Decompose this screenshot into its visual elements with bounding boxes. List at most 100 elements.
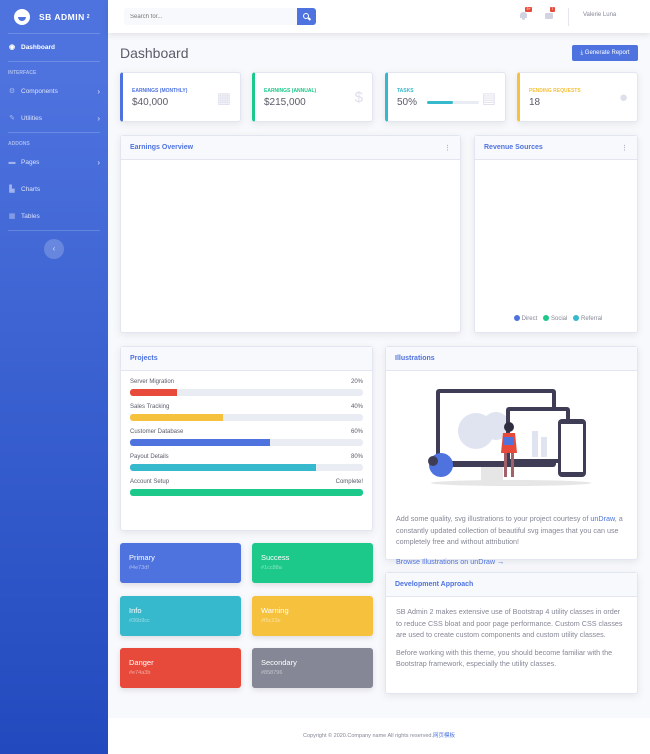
legend-label: Social <box>550 316 568 322</box>
project-name: Account Setup <box>130 479 170 485</box>
project-percent: 20% <box>350 379 363 385</box>
sidebar-item-label: Charts <box>21 186 41 193</box>
sidebar-item-label: Components <box>21 88 58 95</box>
development-paragraph: SB Admin 2 makes extensive use of Bootst… <box>396 607 623 639</box>
search-form <box>124 8 316 25</box>
footer: Copyright © 2020.Company name All rights… <box>108 718 650 754</box>
card-title: Development Approach <box>395 581 474 588</box>
generate-report-button[interactable]: ⤓ Generate Report <box>572 45 638 61</box>
development-approach-card: Development Approach SB Admin 2 makes ex… <box>385 572 638 694</box>
color-name: Danger <box>129 658 154 667</box>
messages-button[interactable]: 7 <box>545 7 555 20</box>
project-progress-fill <box>130 464 317 471</box>
color-hex: #e74a3b <box>129 670 151 676</box>
search-button[interactable] <box>297 8 316 25</box>
copyright-text: Copyright © 2020.Company name All rights… <box>302 733 433 739</box>
sidebar-item-components[interactable]: ⚙ Components › <box>0 78 108 105</box>
pie-legend: Direct Social Referral <box>475 315 637 322</box>
project-name: Payout Details <box>130 454 169 460</box>
stat-label: Tasks <box>397 88 414 94</box>
color-hex: #36b9cc <box>129 618 150 624</box>
project-percent: 60% <box>350 429 363 435</box>
more-options-icon[interactable]: ⋮ <box>621 144 628 152</box>
legend-dot <box>542 315 549 321</box>
comments-icon: ● <box>618 89 628 106</box>
chevron-right-icon: › <box>97 158 100 167</box>
color-name: Success <box>261 553 290 562</box>
folder-icon: ▬ <box>8 159 16 166</box>
color-hex: #1cc88a <box>261 565 282 571</box>
project-item: Server Migration 20% <box>130 379 363 396</box>
project-name: Customer Database <box>130 429 184 435</box>
dollar-icon: $ <box>354 89 363 106</box>
sidebar-divider <box>8 230 100 231</box>
wrench-icon: ✎ <box>9 115 15 122</box>
undraw-illustration <box>428 389 591 486</box>
bell-icon <box>520 12 527 20</box>
color-name: Primary <box>129 553 155 562</box>
cog-icon: ⚙ <box>8 88 16 95</box>
user-dropdown[interactable]: Valerie Luna <box>583 12 617 18</box>
sidebar-divider <box>8 132 100 133</box>
project-progress-bar <box>130 439 363 446</box>
legend-label: Referral <box>581 316 603 322</box>
search-input[interactable] <box>124 8 294 25</box>
sidebar-item-dashboard[interactable]: ◉ Dashboard <box>0 34 108 61</box>
brand-version: 2 <box>86 13 90 20</box>
topbar: 3+ 7 Valerie Luna <box>108 0 650 33</box>
sidebar-heading: INTERFACE <box>8 70 37 76</box>
project-progress-fill <box>130 414 224 421</box>
browse-illustrations-link[interactable]: Browse Illustrations on unDraw → <box>396 556 505 566</box>
project-progress-bar <box>130 489 363 496</box>
project-percent: 40% <box>350 404 363 410</box>
alerts-button[interactable]: 3+ <box>520 7 532 20</box>
revenue-sources-card: Revenue Sources ⋮ Direct Social Referral <box>474 135 638 333</box>
project-list: Server Migration 20% Sales Tracking 40% Cust… <box>121 379 372 496</box>
stat-value: $40,000 <box>132 97 169 108</box>
project-name: Sales Tracking <box>130 404 170 410</box>
color-card-secondary: Secondary #858796 <box>252 648 373 688</box>
more-options-icon[interactable]: ⋮ <box>444 144 451 152</box>
project-percent: 80% <box>350 454 363 460</box>
stat-card-pending-requests: Pending Requests 18 ● <box>517 72 638 122</box>
project-item: Payout Details 80% <box>130 454 363 471</box>
earnings-overview-card: Earnings Overview ⋮ <box>120 135 461 333</box>
legend-dot <box>513 315 520 321</box>
project-progress-bar <box>130 414 363 421</box>
card-title: Revenue Sources <box>484 144 543 151</box>
laugh-wink-icon <box>14 8 30 25</box>
sidebar-item-charts[interactable]: ▙ Charts <box>0 176 108 203</box>
color-hex: #f6c23e <box>261 618 281 624</box>
stat-label: Earnings (Monthly) <box>132 88 188 94</box>
color-card-info: Info #36b9cc <box>120 596 241 636</box>
envelope-icon <box>545 13 553 19</box>
sidebar-heading: ADDONS <box>8 141 30 147</box>
sidebar-item-utilities[interactable]: ✎ Utilities › <box>0 105 108 132</box>
sidebar-item-tables[interactable]: ▦ Tables <box>0 203 108 230</box>
chevron-right-icon: › <box>97 114 100 123</box>
clipboard-icon: ▤ <box>481 90 496 107</box>
undraw-link[interactable]: unDraw <box>590 514 615 523</box>
sidebar-divider <box>8 33 100 34</box>
sidebar-item-label: Tables <box>21 213 40 220</box>
projects-card: Projects Server Migration 20% Sales Tracki… <box>120 346 373 531</box>
project-percent: Complete! <box>335 479 363 485</box>
color-card-danger: Danger #e74a3b <box>120 648 241 688</box>
page-title: Dashboard <box>120 45 189 61</box>
sidebar-item-pages[interactable]: ▬ Pages › <box>0 149 108 176</box>
footer-link[interactable]: 网页模板 <box>433 733 456 739</box>
project-item: Sales Tracking 40% <box>130 404 363 421</box>
sidebar-divider <box>8 61 100 62</box>
description-text: Add some quality, svg illustrations to y… <box>396 514 591 523</box>
sidebar-toggle-button[interactable]: ‹ <box>44 239 64 259</box>
color-name: Secondary <box>261 658 297 667</box>
stat-label: Pending Requests <box>529 88 581 94</box>
color-name: Info <box>129 606 142 615</box>
color-hex: #858796 <box>261 670 283 676</box>
sidebar: SB ADMIN 2 ◉ Dashboard INTERFACE ⚙ Componen… <box>0 0 108 754</box>
color-card-primary: Primary #4e73df <box>120 543 241 583</box>
brand-link[interactable]: SB ADMIN 2 <box>0 0 108 33</box>
stat-value: $215,000 <box>264 97 306 108</box>
topbar-divider <box>568 8 569 26</box>
stat-card-earnings-annual: Earnings (Annual) $215,000 $ <box>252 72 373 122</box>
